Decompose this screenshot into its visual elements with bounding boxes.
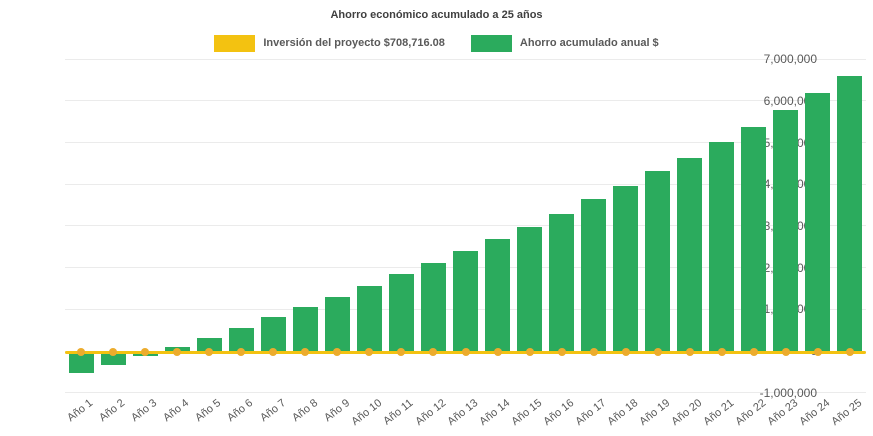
bar-año-20 <box>677 157 703 351</box>
y-axis-label: 7,000,000 <box>763 52 817 67</box>
bar-año-7 <box>260 317 286 351</box>
gridline <box>65 225 866 227</box>
legend-swatch-investment <box>214 34 256 52</box>
bar-año-1 <box>68 351 94 374</box>
investment-line-marker <box>653 348 662 356</box>
investment-line-marker <box>365 348 374 356</box>
investment-line-marker <box>141 348 150 356</box>
bar-año-17 <box>581 199 607 351</box>
x-axis-label: Año 25 <box>829 397 865 428</box>
legend-swatch-savings <box>470 34 512 52</box>
investment-line-marker <box>269 348 278 356</box>
x-axis-label: Año 15 <box>509 397 544 428</box>
bar-año-15 <box>517 226 543 351</box>
x-axis-label: Año 17 <box>573 397 609 428</box>
gridline <box>65 100 866 102</box>
investment-line-marker <box>237 348 246 356</box>
investment-line-marker <box>621 348 630 356</box>
investment-line-marker <box>429 348 438 356</box>
bar-año-14 <box>485 238 511 351</box>
investment-line-marker <box>461 348 470 356</box>
x-axis-label: Año 2 <box>97 397 128 425</box>
investment-line-marker <box>717 348 726 356</box>
legend-item-savings: Ahorro acumulado anual $ <box>470 34 659 52</box>
bar-año-24 <box>805 93 831 351</box>
bar-año-25 <box>837 75 863 351</box>
investment-line-marker <box>813 348 822 356</box>
investment-line-marker <box>557 348 566 356</box>
bar-año-13 <box>453 250 478 351</box>
chart-title: Ahorro económico acumulado a 25 años <box>330 9 543 21</box>
x-axis-label: Año 4 <box>161 397 192 425</box>
bar-año-16 <box>549 213 575 351</box>
x-axis-label: Año 18 <box>605 397 641 428</box>
bar-año-5 <box>196 337 222 351</box>
x-axis-label: Año 14 <box>477 397 512 428</box>
x-axis-label: Año 9 <box>321 397 352 425</box>
bar-año-8 <box>292 307 318 351</box>
investment-line-marker <box>397 348 406 356</box>
bar-año-11 <box>388 274 414 351</box>
investment-line-marker <box>493 348 502 356</box>
investment-line-marker <box>109 348 118 356</box>
x-axis-label: Año 21 <box>701 397 737 428</box>
investment-line-marker <box>205 348 214 356</box>
x-axis-label: Año 11 <box>381 397 416 428</box>
bar-año-10 <box>356 285 382 351</box>
investment-line-marker <box>589 348 598 356</box>
x-axis-label: Año 16 <box>541 397 577 428</box>
legend: Inversión del proyecto $708,716.08 Ahorr… <box>0 33 873 53</box>
investment-line-marker <box>845 348 854 356</box>
bar-año-6 <box>228 327 254 351</box>
bar-año-9 <box>324 296 350 351</box>
x-axis-label: Año 6 <box>225 397 256 425</box>
x-axis-label: Año 3 <box>129 397 160 425</box>
investment-line-marker <box>333 348 342 356</box>
gridline <box>65 392 866 394</box>
investment-line-marker <box>301 348 310 356</box>
bar-año-18 <box>613 186 639 351</box>
bar-año-19 <box>645 170 671 351</box>
gridline <box>65 58 866 60</box>
gridline <box>65 183 866 185</box>
bar-año-23 <box>773 110 799 351</box>
investment-line-marker <box>781 348 790 356</box>
x-axis-label: Año 5 <box>193 397 224 425</box>
x-axis-label: Año 22 <box>733 397 769 428</box>
y-axis-label: 6,000,000 <box>763 93 817 108</box>
x-axis-label: Año 24 <box>797 397 833 428</box>
x-axis-label: Año 8 <box>289 397 320 425</box>
x-axis-label: Año 12 <box>412 397 448 428</box>
investment-line-marker <box>685 348 694 356</box>
x-axis-label: Año 19 <box>637 397 673 428</box>
bar-año-21 <box>709 141 735 351</box>
x-axis-label: Año 23 <box>765 397 801 428</box>
y-axis-label: -1,000,000 <box>759 385 817 400</box>
x-axis-label: Año 10 <box>348 397 384 428</box>
legend-item-investment: Inversión del proyecto $708,716.08 <box>214 34 445 52</box>
x-axis-label: Año 7 <box>257 397 288 425</box>
bar-año-12 <box>420 262 446 351</box>
x-axis-label: Año 13 <box>445 397 480 428</box>
bar-año-22 <box>741 126 767 351</box>
bar-año-2 <box>100 351 126 366</box>
gridline <box>65 142 866 143</box>
x-axis-label: Año 20 <box>669 397 705 428</box>
investment-line-marker <box>173 348 182 356</box>
investment-line-marker <box>749 348 758 356</box>
investment-line-marker <box>525 348 534 356</box>
x-axis-label: Año 1 <box>65 397 96 425</box>
investment-line-marker <box>77 348 86 356</box>
legend-label-savings: Ahorro acumulado anual $ <box>519 37 659 49</box>
legend-label-investment: Inversión del proyecto $708,716.08 <box>263 37 445 49</box>
